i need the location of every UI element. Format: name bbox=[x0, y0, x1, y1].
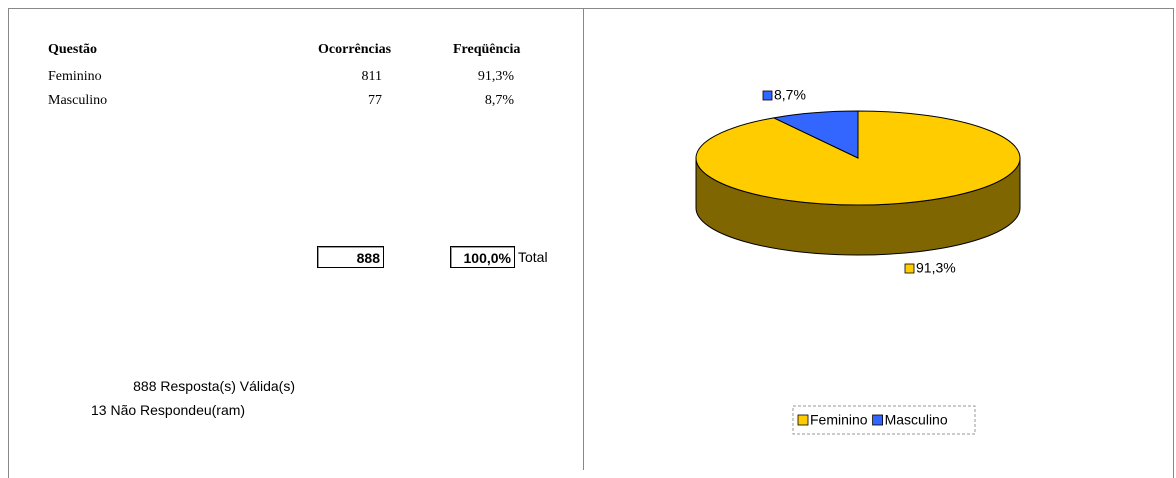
header-cell: Ocorrências bbox=[318, 42, 392, 57]
header-cell: Questão bbox=[48, 42, 97, 57]
label-key bbox=[904, 263, 915, 274]
legend-label: Masculino bbox=[885, 412, 948, 428]
cell: Masculino bbox=[48, 93, 108, 108]
legend-label: Feminino bbox=[810, 412, 868, 428]
summary: 888 Resposta(s) Válida(s) bbox=[133, 378, 295, 394]
data-label: 91,3% bbox=[916, 260, 956, 276]
legend-box bbox=[792, 405, 976, 435]
header-cell: Freqüência bbox=[453, 42, 521, 57]
label-key bbox=[762, 90, 773, 101]
cell: 811 bbox=[361, 69, 382, 84]
total-label: Total bbox=[518, 249, 548, 265]
total-percent: 100,0% bbox=[450, 246, 515, 268]
summary: 13 Não Respondeu(ram) bbox=[91, 402, 246, 418]
cell: 77 bbox=[368, 93, 382, 108]
cell: Feminino bbox=[48, 69, 102, 84]
cell: 91,3% bbox=[477, 69, 514, 84]
total-count: 888 bbox=[317, 246, 384, 268]
pie-slice bbox=[772, 110, 859, 159]
legend-key bbox=[872, 414, 883, 426]
cell: 8,7% bbox=[484, 93, 514, 108]
legend-key bbox=[797, 414, 809, 426]
divider bbox=[583, 8, 584, 470]
data-label: 8,7% bbox=[774, 87, 806, 103]
frame bbox=[8, 8, 1174, 478]
